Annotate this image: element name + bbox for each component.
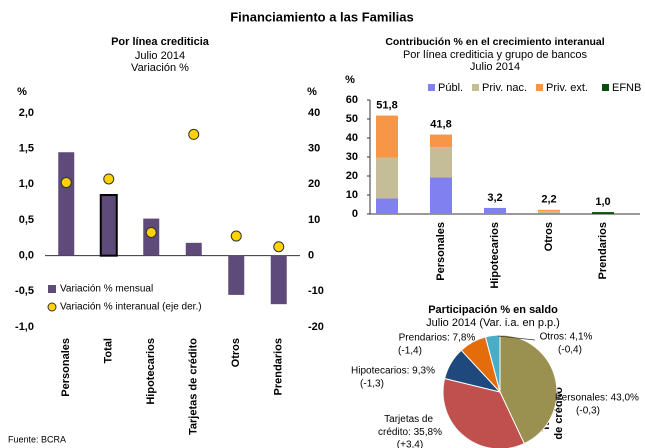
bar	[99, 194, 118, 257]
y-axis-label: %	[345, 74, 355, 86]
legend-label: EFNB	[612, 82, 641, 94]
legend-label: Variación % interanual (eje der.)	[60, 302, 202, 313]
y-tick-label: 10	[346, 189, 358, 201]
chart-subtitle: Julio 2014	[135, 50, 185, 62]
y-tick-label: 40	[346, 132, 358, 144]
dot	[103, 173, 115, 185]
y2-tick-label: 30	[308, 143, 320, 155]
source: Fuente: BCRA	[8, 434, 66, 444]
x-tick-label: Personales	[60, 338, 72, 397]
chart-subtitle: Variación %	[131, 62, 189, 74]
legend-label: Públ.	[438, 82, 463, 94]
y-tick-label: 50	[346, 113, 358, 125]
y-axis-label: %	[17, 86, 27, 98]
bar-segment	[484, 207, 506, 214]
slice-label: Tarjetas de crédito: 35,8%	[378, 414, 442, 438]
total-label: 51,8	[376, 99, 397, 111]
bar	[228, 255, 245, 295]
x-tick-label: Total	[103, 338, 115, 363]
slice-label: Prendarios: 7,8%	[399, 333, 476, 344]
legend-swatch	[48, 285, 56, 293]
bar	[270, 255, 287, 305]
bar-segment	[538, 209, 560, 212]
slice-change: (-1,3)	[360, 379, 384, 390]
slice-change: (-0,4)	[558, 345, 582, 356]
dot	[230, 230, 242, 242]
legend-label: Priv. nac.	[482, 82, 527, 94]
y-tick-label: -1,0	[15, 321, 34, 333]
pie-slice	[499, 334, 558, 445]
bar-segment	[376, 198, 398, 214]
legend-swatch	[472, 84, 479, 91]
y-tick-label: 0,5	[19, 214, 34, 226]
dot	[188, 128, 200, 140]
text-line: crédito: 35,8%	[378, 427, 442, 438]
y-tick-label: -0,5	[15, 285, 34, 297]
chart-subtitle: Julio 2014	[470, 61, 520, 73]
bar-segment	[538, 211, 560, 214]
total-label: 1,0	[595, 196, 610, 208]
y-tick-label: 2,0	[19, 107, 34, 119]
y2-tick-label: 10	[308, 214, 320, 226]
bar-segment	[538, 213, 560, 214]
y-tick-label: 20	[346, 170, 358, 182]
total-label: 41,8	[430, 118, 451, 130]
x-tick-label: Otros	[543, 222, 555, 251]
leader-line	[497, 335, 536, 341]
y-tick-label: 1,0	[19, 178, 34, 190]
total-label: 2,2	[541, 194, 556, 206]
x-tick-label: Tarjetas de crédito	[188, 338, 200, 435]
chart-subtitle: Julio 2014 (Var. i.a. en p.p.)	[426, 317, 560, 329]
y2-tick-label: 0	[308, 250, 314, 262]
legend-swatch	[602, 84, 609, 91]
y2-tick-label: 20	[308, 178, 320, 190]
slice-label: Otros: 4,1%	[540, 332, 593, 343]
legend-swatch	[47, 302, 57, 312]
bar-segment	[430, 147, 452, 178]
bar	[185, 242, 202, 256]
x-tick-label: Otros	[230, 338, 242, 367]
y-tick-label: 60	[346, 94, 358, 106]
x-tick-label: Prendarios	[597, 222, 609, 279]
y2-axis-label: %	[307, 86, 317, 98]
total-label: 3,2	[487, 192, 502, 204]
bar-segment	[592, 212, 614, 214]
slice-change: (+3,4)	[397, 440, 423, 448]
y2-tick-label: -20	[308, 321, 324, 333]
chart-title: Contribución % en el crecimiento interan…	[385, 36, 604, 48]
dot	[60, 177, 72, 189]
legend-label: Variación % mensual	[60, 284, 153, 295]
page-title: Financiamiento a las Familias	[230, 9, 414, 24]
chart-subtitle: Por línea crediticia y grupo de bancos	[403, 49, 588, 61]
dot	[273, 241, 285, 253]
slice-label: Hipotecarios: 9,3%	[351, 366, 435, 377]
x-tick-label: Personales	[435, 222, 447, 281]
slice-label: Personales: 43,0%	[555, 393, 639, 404]
y2-tick-label: -10	[308, 285, 324, 297]
bar-segment	[430, 134, 452, 148]
x-tick-label: Hipotecarios	[145, 338, 157, 405]
y-tick-label: 30	[346, 151, 358, 163]
x-tick-label: Hipotecarios	[489, 222, 501, 289]
slice-change: (-0,3)	[576, 406, 600, 417]
chart-title: Por línea crediticia	[111, 36, 210, 48]
y-tick-label: 1,5	[19, 143, 34, 155]
y-tick-label: 0,0	[19, 250, 34, 262]
x-tick-label: Prendarios	[273, 338, 285, 395]
bar	[58, 152, 75, 256]
slice-change: (-1,4)	[398, 346, 422, 357]
bar-segment	[430, 177, 452, 214]
y-tick-label: 0	[352, 208, 358, 220]
y2-tick-label: 40	[308, 107, 320, 119]
chart-title: Participación % en saldo	[428, 304, 558, 316]
bar-segment	[376, 157, 398, 199]
text-line: Tarjetas de	[384, 414, 436, 425]
dot	[145, 226, 157, 238]
legend-swatch	[428, 84, 435, 91]
bar-segment	[376, 115, 398, 158]
legend-swatch	[536, 84, 543, 91]
pie-slice	[484, 334, 501, 393]
legend-label: Priv. ext.	[546, 82, 588, 94]
